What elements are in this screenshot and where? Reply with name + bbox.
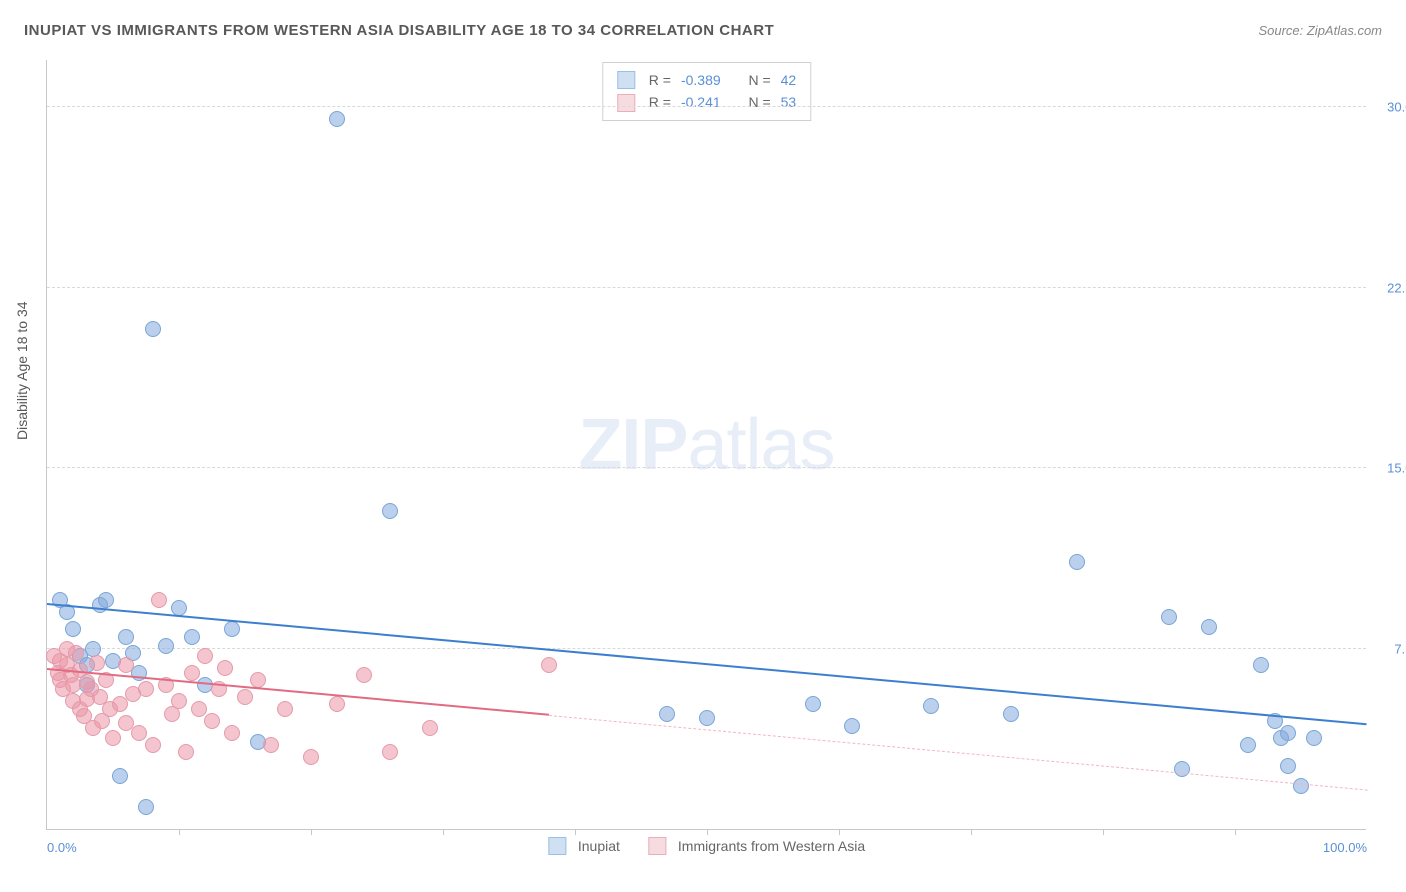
regression-line (549, 715, 1367, 791)
x-tick-mark (443, 829, 444, 835)
wasia-point (118, 657, 134, 673)
wasia-point (382, 744, 398, 760)
gridline (47, 648, 1366, 649)
wasia-point (105, 730, 121, 746)
inupiat-point (1003, 706, 1019, 722)
wasia-point (263, 737, 279, 753)
inupiat-point (112, 768, 128, 784)
inupiat-point (1174, 761, 1190, 777)
inupiat-point (329, 111, 345, 127)
inupiat-point (1161, 609, 1177, 625)
legend-item-inupiat: Inupiat (548, 837, 620, 855)
inupiat-r-value: -0.389 (681, 69, 721, 91)
watermark: ZIPatlas (578, 404, 834, 486)
x-tick-mark (575, 829, 576, 835)
inupiat-point (1280, 758, 1296, 774)
inupiat-label: Inupiat (578, 838, 620, 854)
inupiat-point (98, 592, 114, 608)
y-tick-label: 30.0% (1372, 100, 1406, 115)
wasia-point (224, 725, 240, 741)
chart-title: INUPIAT VS IMMIGRANTS FROM WESTERN ASIA … (24, 22, 774, 39)
scatter-chart: ZIPatlas R = -0.389 N = 42 R = -0.241 N … (46, 60, 1366, 830)
inupiat-point (138, 799, 154, 815)
inupiat-point (1201, 619, 1217, 635)
wasia-point (329, 696, 345, 712)
inupiat-point (382, 503, 398, 519)
x-tick-mark (707, 829, 708, 835)
wasia-point (131, 725, 147, 741)
inupiat-point (844, 718, 860, 734)
x-tick-mark (311, 829, 312, 835)
gridline (47, 467, 1366, 468)
inupiat-point (699, 710, 715, 726)
x-tick-label: 100.0% (1323, 840, 1367, 855)
wasia-point (138, 681, 154, 697)
inupiat-point (659, 706, 675, 722)
wasia-n-value: 53 (781, 91, 797, 113)
wasia-point (89, 655, 105, 671)
inupiat-point (805, 696, 821, 712)
inupiat-point (65, 621, 81, 637)
wasia-point (68, 645, 84, 661)
wasia-point (191, 701, 207, 717)
correlation-legend: R = -0.389 N = 42 R = -0.241 N = 53 (602, 62, 811, 121)
inupiat-n-value: 42 (781, 69, 797, 91)
wasia-point (422, 720, 438, 736)
wasia-label: Immigrants from Western Asia (678, 838, 865, 854)
x-tick-mark (1103, 829, 1104, 835)
inupiat-point (923, 698, 939, 714)
wasia-point (217, 660, 233, 676)
inupiat-point (1253, 657, 1269, 673)
wasia-point (171, 693, 187, 709)
legend-item-wasia: Immigrants from Western Asia (648, 837, 865, 855)
wasia-point (184, 665, 200, 681)
legend-row-wasia: R = -0.241 N = 53 (617, 91, 796, 113)
inupiat-point (118, 629, 134, 645)
wasia-point (541, 657, 557, 673)
wasia-point (356, 667, 372, 683)
wasia-point (151, 592, 167, 608)
x-tick-mark (179, 829, 180, 835)
wasia-point (250, 672, 266, 688)
inupiat-swatch-icon (548, 837, 566, 855)
x-tick-mark (1235, 829, 1236, 835)
inupiat-point (184, 629, 200, 645)
inupiat-point (1240, 737, 1256, 753)
inupiat-point (158, 638, 174, 654)
series-legend: Inupiat Immigrants from Western Asia (548, 837, 865, 855)
inupiat-point (1069, 554, 1085, 570)
x-tick-mark (971, 829, 972, 835)
source-attribution: Source: ZipAtlas.com (1258, 23, 1382, 38)
wasia-swatch-icon (617, 94, 635, 112)
inupiat-point (171, 600, 187, 616)
wasia-point (145, 737, 161, 753)
gridline (47, 106, 1366, 107)
inupiat-point (224, 621, 240, 637)
wasia-swatch-icon (648, 837, 666, 855)
y-tick-label: 22.5% (1372, 280, 1406, 295)
wasia-point (303, 749, 319, 765)
gridline (47, 287, 1366, 288)
wasia-r-value: -0.241 (681, 91, 721, 113)
inupiat-swatch-icon (617, 71, 635, 89)
wasia-point (197, 648, 213, 664)
wasia-point (237, 689, 253, 705)
y-tick-label: 15.0% (1372, 461, 1406, 476)
inupiat-point (1306, 730, 1322, 746)
y-axis-label: Disability Age 18 to 34 (14, 301, 30, 440)
inupiat-point (85, 641, 101, 657)
inupiat-point (1293, 778, 1309, 794)
wasia-point (178, 744, 194, 760)
x-tick-label: 0.0% (47, 840, 77, 855)
legend-row-inupiat: R = -0.389 N = 42 (617, 69, 796, 91)
inupiat-point (1280, 725, 1296, 741)
x-tick-mark (839, 829, 840, 835)
y-tick-label: 7.5% (1372, 641, 1406, 656)
wasia-point (277, 701, 293, 717)
inupiat-point (145, 321, 161, 337)
wasia-point (204, 713, 220, 729)
